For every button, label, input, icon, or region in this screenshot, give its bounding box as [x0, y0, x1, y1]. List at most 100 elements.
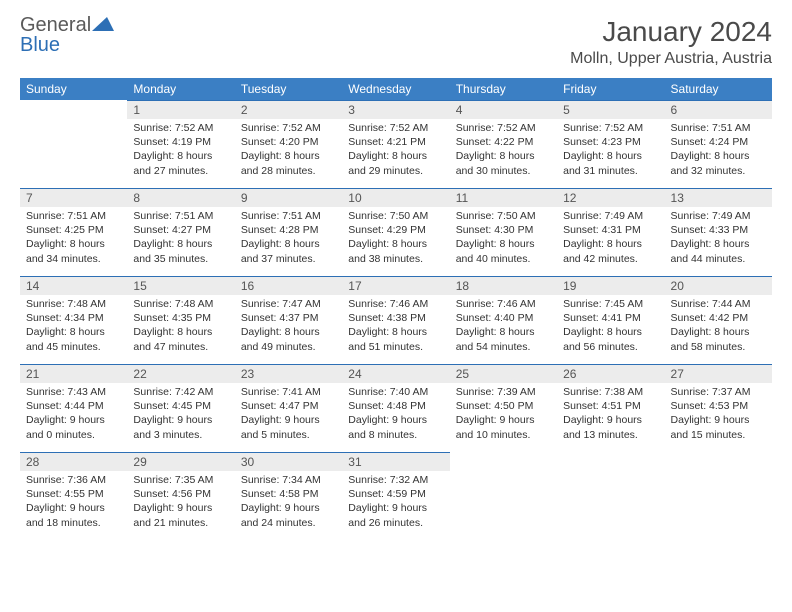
sunrise-text: Sunrise: 7:48 AM [26, 297, 121, 311]
calendar-cell: 13Sunrise: 7:49 AMSunset: 4:33 PMDayligh… [665, 188, 772, 276]
sunset-text: Sunset: 4:24 PM [671, 135, 766, 149]
sunset-text: Sunset: 4:35 PM [133, 311, 228, 325]
daylight-text-1: Daylight: 8 hours [348, 325, 443, 339]
day-number: 26 [557, 364, 664, 383]
calendar-cell: 24Sunrise: 7:40 AMSunset: 4:48 PMDayligh… [342, 364, 449, 452]
sunset-text: Sunset: 4:48 PM [348, 399, 443, 413]
sunset-text: Sunset: 4:50 PM [456, 399, 551, 413]
sunrise-text: Sunrise: 7:52 AM [348, 121, 443, 135]
daylight-text-1: Daylight: 9 hours [671, 413, 766, 427]
sunrise-text: Sunrise: 7:49 AM [671, 209, 766, 223]
logo: General Blue [20, 16, 114, 56]
day-header: Thursday [450, 78, 557, 100]
day-details: Sunrise: 7:46 AMSunset: 4:40 PMDaylight:… [450, 295, 557, 358]
daylight-text-2: and 42 minutes. [563, 252, 658, 266]
day-header: Monday [127, 78, 234, 100]
daylight-text-2: and 47 minutes. [133, 340, 228, 354]
daylight-text-1: Daylight: 8 hours [456, 149, 551, 163]
daylight-text-2: and 56 minutes. [563, 340, 658, 354]
calendar-cell [20, 100, 127, 188]
sunrise-text: Sunrise: 7:52 AM [133, 121, 228, 135]
daylight-text-1: Daylight: 8 hours [241, 149, 336, 163]
sunrise-text: Sunrise: 7:45 AM [563, 297, 658, 311]
sunrise-text: Sunrise: 7:41 AM [241, 385, 336, 399]
daylight-text-1: Daylight: 8 hours [456, 237, 551, 251]
calendar-cell: 8Sunrise: 7:51 AMSunset: 4:27 PMDaylight… [127, 188, 234, 276]
daylight-text-2: and 31 minutes. [563, 164, 658, 178]
sunset-text: Sunset: 4:21 PM [348, 135, 443, 149]
day-header: Tuesday [235, 78, 342, 100]
day-number: 16 [235, 276, 342, 295]
calendar-week-row: 21Sunrise: 7:43 AMSunset: 4:44 PMDayligh… [20, 364, 772, 452]
calendar-cell [665, 452, 772, 540]
day-details: Sunrise: 7:51 AMSunset: 4:27 PMDaylight:… [127, 207, 234, 270]
sunrise-text: Sunrise: 7:36 AM [26, 473, 121, 487]
sunrise-text: Sunrise: 7:47 AM [241, 297, 336, 311]
daylight-text-1: Daylight: 8 hours [563, 325, 658, 339]
sunset-text: Sunset: 4:59 PM [348, 487, 443, 501]
sunset-text: Sunset: 4:37 PM [241, 311, 336, 325]
sunrise-text: Sunrise: 7:49 AM [563, 209, 658, 223]
sunrise-text: Sunrise: 7:46 AM [456, 297, 551, 311]
calendar-cell: 30Sunrise: 7:34 AMSunset: 4:58 PMDayligh… [235, 452, 342, 540]
sunset-text: Sunset: 4:23 PM [563, 135, 658, 149]
sunset-text: Sunset: 4:28 PM [241, 223, 336, 237]
daylight-text-1: Daylight: 8 hours [133, 325, 228, 339]
sunrise-text: Sunrise: 7:51 AM [671, 121, 766, 135]
sunset-text: Sunset: 4:58 PM [241, 487, 336, 501]
day-details: Sunrise: 7:52 AMSunset: 4:20 PMDaylight:… [235, 119, 342, 182]
day-number: 13 [665, 188, 772, 207]
day-details: Sunrise: 7:39 AMSunset: 4:50 PMDaylight:… [450, 383, 557, 446]
sunrise-text: Sunrise: 7:37 AM [671, 385, 766, 399]
day-number: 11 [450, 188, 557, 207]
day-number: 4 [450, 100, 557, 119]
sunset-text: Sunset: 4:25 PM [26, 223, 121, 237]
sunrise-text: Sunrise: 7:51 AM [241, 209, 336, 223]
day-details: Sunrise: 7:52 AMSunset: 4:21 PMDaylight:… [342, 119, 449, 182]
sunset-text: Sunset: 4:47 PM [241, 399, 336, 413]
daylight-text-1: Daylight: 8 hours [348, 237, 443, 251]
sunrise-text: Sunrise: 7:34 AM [241, 473, 336, 487]
sunrise-text: Sunrise: 7:52 AM [241, 121, 336, 135]
sunrise-text: Sunrise: 7:52 AM [563, 121, 658, 135]
day-details: Sunrise: 7:42 AMSunset: 4:45 PMDaylight:… [127, 383, 234, 446]
day-details: Sunrise: 7:37 AMSunset: 4:53 PMDaylight:… [665, 383, 772, 446]
calendar-week-row: 7Sunrise: 7:51 AMSunset: 4:25 PMDaylight… [20, 188, 772, 276]
day-number: 31 [342, 452, 449, 471]
daylight-text-2: and 58 minutes. [671, 340, 766, 354]
daylight-text-2: and 38 minutes. [348, 252, 443, 266]
day-number: 12 [557, 188, 664, 207]
sunrise-text: Sunrise: 7:52 AM [456, 121, 551, 135]
daylight-text-1: Daylight: 8 hours [671, 149, 766, 163]
calendar-week-row: 14Sunrise: 7:48 AMSunset: 4:34 PMDayligh… [20, 276, 772, 364]
sunrise-text: Sunrise: 7:38 AM [563, 385, 658, 399]
daylight-text-1: Daylight: 9 hours [563, 413, 658, 427]
day-number: 22 [127, 364, 234, 383]
daylight-text-2: and 32 minutes. [671, 164, 766, 178]
day-details: Sunrise: 7:48 AMSunset: 4:35 PMDaylight:… [127, 295, 234, 358]
sunset-text: Sunset: 4:42 PM [671, 311, 766, 325]
daylight-text-2: and 18 minutes. [26, 516, 121, 530]
sunrise-text: Sunrise: 7:35 AM [133, 473, 228, 487]
calendar-cell: 3Sunrise: 7:52 AMSunset: 4:21 PMDaylight… [342, 100, 449, 188]
calendar-cell: 28Sunrise: 7:36 AMSunset: 4:55 PMDayligh… [20, 452, 127, 540]
daylight-text-1: Daylight: 8 hours [241, 237, 336, 251]
calendar-cell: 11Sunrise: 7:50 AMSunset: 4:30 PMDayligh… [450, 188, 557, 276]
day-details: Sunrise: 7:47 AMSunset: 4:37 PMDaylight:… [235, 295, 342, 358]
day-details: Sunrise: 7:41 AMSunset: 4:47 PMDaylight:… [235, 383, 342, 446]
calendar-cell: 20Sunrise: 7:44 AMSunset: 4:42 PMDayligh… [665, 276, 772, 364]
calendar-cell: 22Sunrise: 7:42 AMSunset: 4:45 PMDayligh… [127, 364, 234, 452]
day-number: 28 [20, 452, 127, 471]
day-number: 21 [20, 364, 127, 383]
calendar-cell: 9Sunrise: 7:51 AMSunset: 4:28 PMDaylight… [235, 188, 342, 276]
day-header: Sunday [20, 78, 127, 100]
calendar-cell: 12Sunrise: 7:49 AMSunset: 4:31 PMDayligh… [557, 188, 664, 276]
calendar-cell: 15Sunrise: 7:48 AMSunset: 4:35 PMDayligh… [127, 276, 234, 364]
day-details: Sunrise: 7:45 AMSunset: 4:41 PMDaylight:… [557, 295, 664, 358]
daylight-text-1: Daylight: 8 hours [133, 149, 228, 163]
sunset-text: Sunset: 4:55 PM [26, 487, 121, 501]
day-details: Sunrise: 7:50 AMSunset: 4:29 PMDaylight:… [342, 207, 449, 270]
sunset-text: Sunset: 4:33 PM [671, 223, 766, 237]
header: General Blue January 2024 Molln, Upper A… [20, 16, 772, 68]
day-header: Wednesday [342, 78, 449, 100]
